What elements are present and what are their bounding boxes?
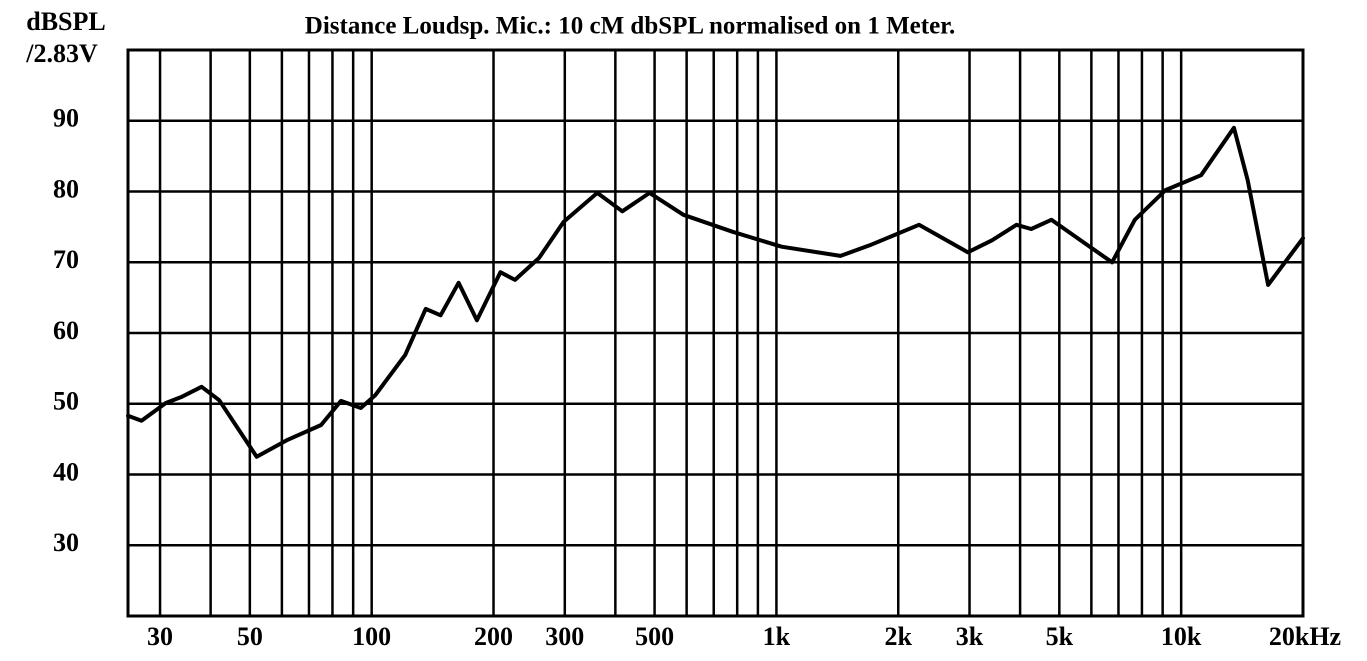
y-axis-label: dBSPL bbox=[26, 7, 106, 36]
x-tick-label: 5k bbox=[1046, 622, 1074, 651]
x-tick-label: 20kHz bbox=[1269, 622, 1341, 651]
y-tick-label: 90 bbox=[53, 104, 79, 133]
x-tick-label: 50 bbox=[237, 622, 263, 651]
response-curve bbox=[126, 125, 1305, 459]
y-tick-label: 70 bbox=[53, 245, 79, 274]
y-tick-label: 50 bbox=[53, 387, 79, 416]
x-tick-label: 3k bbox=[956, 622, 984, 651]
x-tick-label: 100 bbox=[352, 622, 391, 651]
y-axis-label: /2.83V bbox=[25, 39, 98, 68]
y-tick-label: 80 bbox=[53, 174, 79, 203]
y-tick-label: 60 bbox=[53, 316, 79, 345]
x-tick-label: 500 bbox=[635, 622, 674, 651]
x-tick-label: 300 bbox=[545, 622, 584, 651]
chart-title: Distance Loudsp. Mic.: 10 cM dbSPL norma… bbox=[305, 13, 955, 40]
x-tick-label: 30 bbox=[147, 622, 173, 651]
y-tick-label: 40 bbox=[53, 457, 79, 486]
x-tick-label: 10k bbox=[1161, 622, 1202, 651]
x-tick-label: 1k bbox=[763, 622, 791, 651]
x-tick-label: 2k bbox=[885, 622, 913, 651]
x-tick-label: 200 bbox=[474, 622, 513, 651]
y-tick-label: 30 bbox=[53, 528, 79, 557]
